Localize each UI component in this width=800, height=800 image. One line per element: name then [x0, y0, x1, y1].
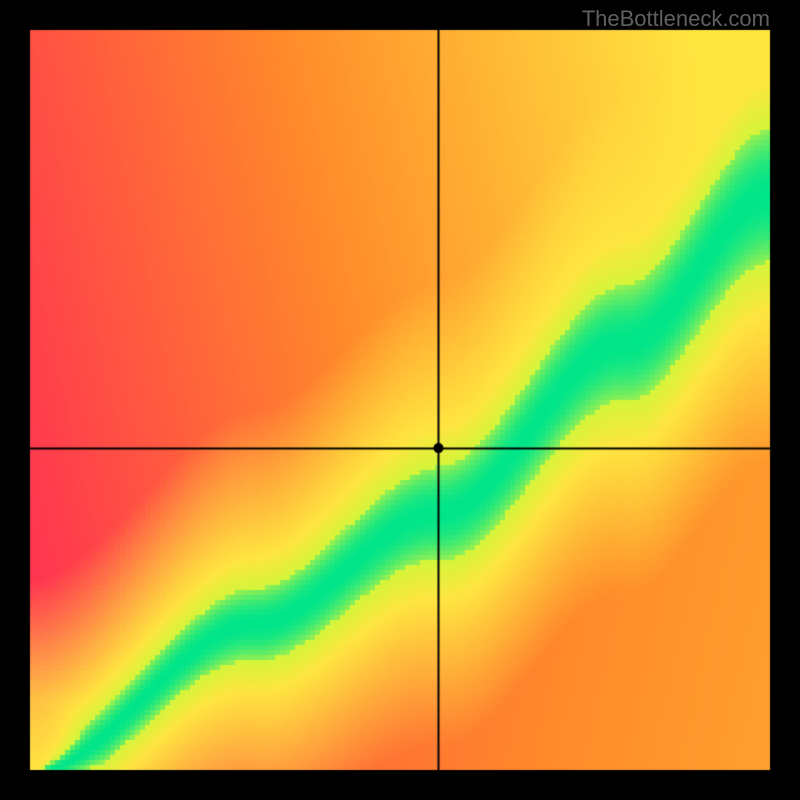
watermark-text: TheBottleneck.com — [582, 6, 770, 32]
chart-container: TheBottleneck.com — [0, 0, 800, 800]
bottleneck-heatmap — [0, 0, 800, 800]
